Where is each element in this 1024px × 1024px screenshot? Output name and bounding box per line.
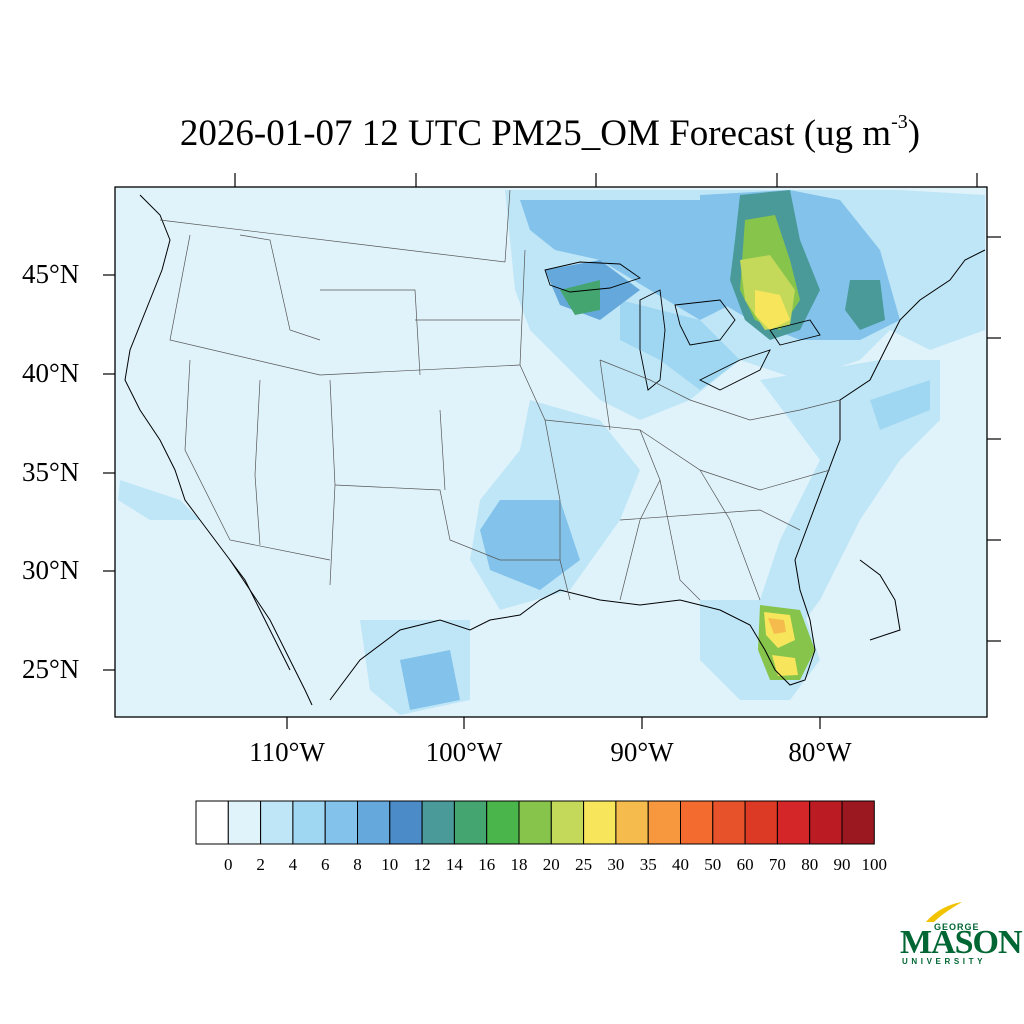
colorbar-swatch <box>583 800 617 845</box>
colorbar-swatch <box>550 800 585 845</box>
logo-swoosh-icon <box>926 902 962 922</box>
lat-label-30n: 30°N <box>22 555 80 585</box>
great-lakes <box>544 261 821 391</box>
colorbar-swatch <box>195 800 229 845</box>
lat-label-45n: 45°N <box>22 259 80 289</box>
lon-label-80w: 80°W <box>788 737 852 767</box>
logo-george-text: GEORGE <box>934 922 980 932</box>
colorbar-label: 18 <box>510 855 528 874</box>
colorbar-swatch <box>453 800 488 845</box>
colorbar-label: 16 <box>478 855 496 874</box>
colorbar-label: 100 <box>861 855 888 874</box>
colorbar-label: 80 <box>801 855 819 874</box>
colorbar-label: 90 <box>833 855 851 874</box>
colorbar-label: 60 <box>736 855 754 874</box>
colorbar-label: 4 <box>288 855 298 874</box>
lon-label-110w: 110°W <box>249 737 325 767</box>
colorbar-label: 10 <box>381 855 399 874</box>
colorbar-label: 40 <box>672 855 689 874</box>
colorbar-label: 30 <box>607 855 625 874</box>
colorbar-label: 20 <box>542 855 560 874</box>
colorbar-swatch <box>712 800 746 845</box>
colorbar-swatch <box>227 800 262 845</box>
lon-label-100w: 100°W <box>425 737 503 767</box>
colorbar-label: 14 <box>445 855 463 874</box>
colorbar-swatch <box>260 800 294 845</box>
colorbar-swatch <box>518 800 552 845</box>
colorbar-swatch <box>324 800 359 845</box>
colorbar-swatch <box>744 800 778 845</box>
colorbar-swatch <box>841 800 875 845</box>
colorbar-label: 35 <box>639 855 657 874</box>
map-title: 2026-01-07 12 UTC PM25_OM Forecast (ug m… <box>179 110 921 154</box>
colorbar <box>195 800 875 845</box>
logo-mason-text: MASON <box>900 924 1023 961</box>
colorbar-swatch <box>647 800 682 845</box>
concentration-field <box>118 190 985 715</box>
lat-label-25n: 25°N <box>22 654 80 684</box>
colorbar-swatch <box>389 800 423 845</box>
colorbar-label: 2 <box>256 855 265 874</box>
colorbar-swatch <box>680 800 714 845</box>
state-borders <box>159 189 841 601</box>
colorbar-swatch <box>292 800 326 845</box>
colorbar-label: 0 <box>224 855 233 874</box>
colorbar-swatch <box>486 800 520 845</box>
lat-label-40n: 40°N <box>22 358 80 388</box>
colorbar-label: 12 <box>413 855 431 874</box>
colorbar-label: 50 <box>704 855 722 874</box>
colorbar-label: 25 <box>575 855 593 874</box>
colorbar-label: 8 <box>353 855 362 874</box>
colorbar-label: 6 <box>320 855 330 874</box>
map-frame <box>114 186 988 718</box>
logo-university-text: UNIVERSITY <box>902 957 987 966</box>
colorbar-swatch <box>615 800 649 845</box>
gmu-logo: GEORGE MASON UNIVERSITY <box>898 900 1023 970</box>
colorbar-swatch <box>421 800 455 845</box>
axis-ticks <box>103 173 1001 729</box>
colorbar-swatch <box>357 800 391 845</box>
colorbar-swatch <box>776 800 811 845</box>
colorbar-swatch <box>809 800 843 845</box>
lat-label-35n: 35°N <box>22 457 80 487</box>
lon-label-90w: 90°W <box>610 737 674 767</box>
coastlines <box>124 194 986 706</box>
colorbar-label: 70 <box>768 855 786 874</box>
